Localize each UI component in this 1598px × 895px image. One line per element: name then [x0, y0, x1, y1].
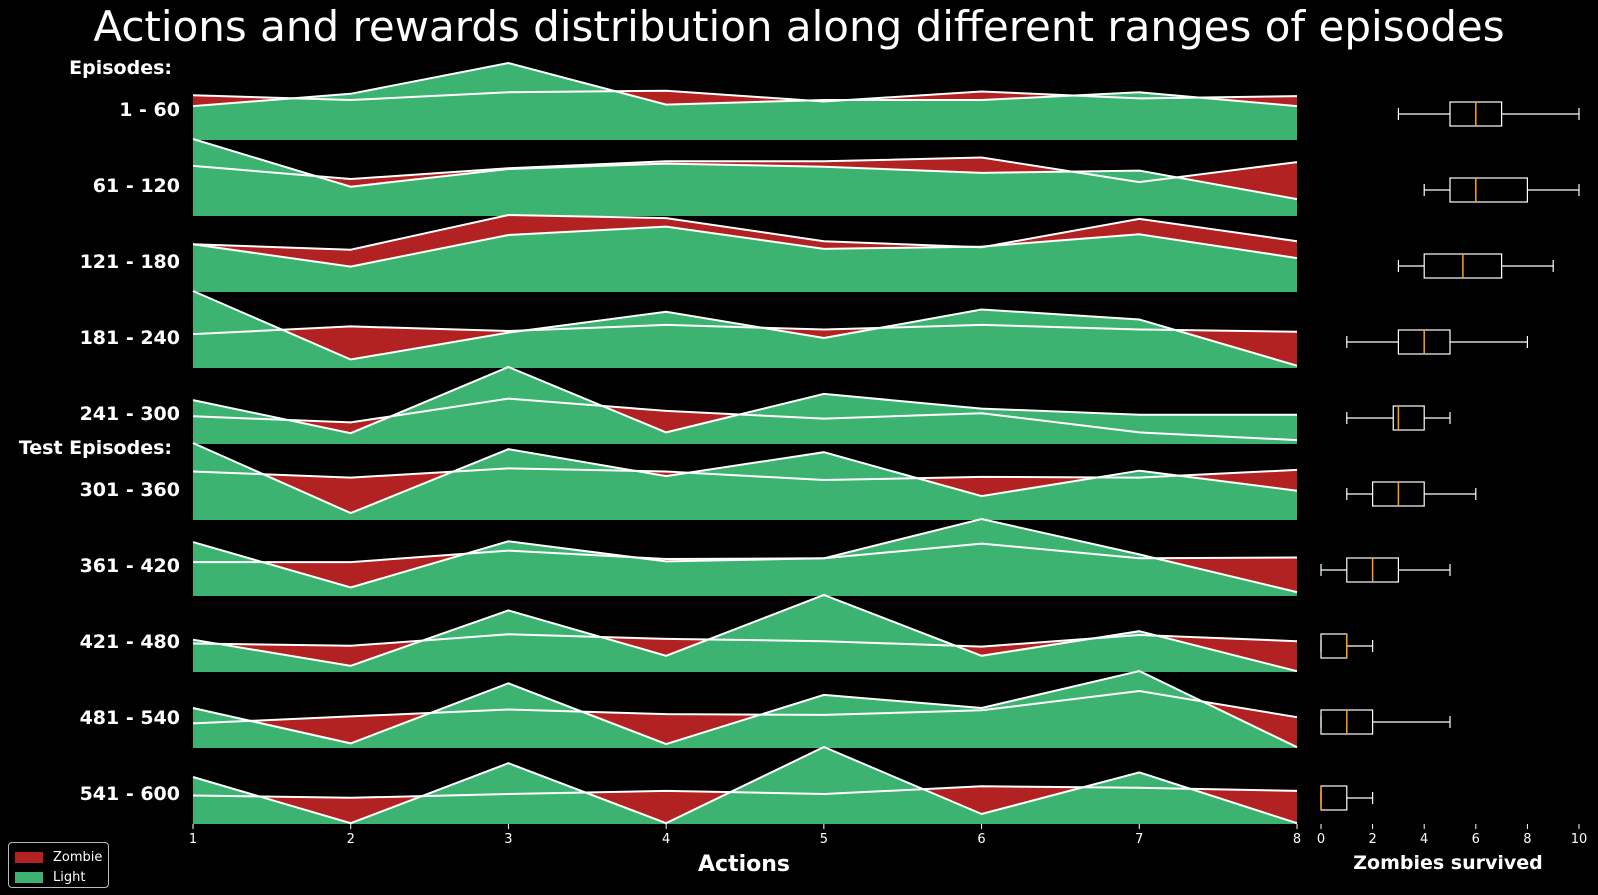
row-label: 61 - 120	[93, 175, 180, 197]
ridge-row: 301 - 360	[80, 442, 1298, 520]
light-area	[193, 139, 1297, 216]
row-label: 481 - 540	[80, 707, 180, 729]
actions-tick-label: 4	[662, 832, 670, 847]
actions-tick-label: 1	[189, 832, 197, 847]
ridge-row: 61 - 120	[93, 138, 1298, 216]
boxplot	[1397, 253, 1554, 279]
ridge-rows: 1 - 60 61 - 120 121 - 180 181 - 240 241 - 30…	[80, 61, 1298, 825]
light-line	[192, 61, 1298, 108]
zombie-line	[192, 156, 1298, 184]
zombie-line	[193, 542, 1298, 564]
row-label: 421 - 480	[80, 631, 180, 653]
zombie-line	[192, 689, 1298, 725]
zombies-tick-label: 0	[1317, 832, 1325, 847]
zombies-x-axis: 0 2 4 6 8 10	[1317, 824, 1587, 847]
legend-swatch-zombie	[15, 851, 43, 863]
boxplots	[1320, 101, 1580, 811]
light-line	[192, 669, 1298, 749]
actions-tick-label: 5	[820, 832, 828, 847]
box-iqr	[1320, 633, 1348, 659]
legend-label-zombie: Zombie	[53, 849, 103, 865]
light-line	[192, 593, 1298, 673]
chart-title: Actions and rewards distribution along d…	[93, 2, 1504, 51]
zombies-tick-label: 2	[1368, 832, 1376, 847]
ridge-row: 241 - 300	[80, 365, 1298, 444]
row-label: 541 - 600	[80, 783, 180, 805]
boxplot	[1423, 177, 1580, 203]
light-line	[192, 138, 1298, 201]
zombie-line	[192, 89, 1298, 103]
legend-label-light: Light	[53, 869, 86, 885]
zombie-line	[192, 323, 1298, 336]
actions-tick-label: 2	[347, 832, 355, 847]
zombie-line	[192, 397, 1298, 442]
row-label: 361 - 420	[80, 555, 180, 577]
box-iqr	[1392, 405, 1425, 431]
light-area	[193, 595, 1297, 672]
light-line	[192, 517, 1298, 594]
row-label: 1 - 60	[119, 99, 180, 121]
ridge-row: 481 - 540	[80, 669, 1298, 749]
zombies-axis-label: Zombies survived	[1353, 852, 1543, 874]
zombie-line	[192, 633, 1298, 648]
boxplot	[1346, 481, 1477, 507]
boxplot	[1397, 101, 1580, 127]
actions-axis-label: Actions	[698, 852, 790, 877]
actions-x-axis: 1 2 3 4 5 6 7 8	[189, 824, 1301, 847]
boxplot	[1320, 785, 1374, 811]
light-line	[192, 745, 1298, 825]
boxplot	[1346, 405, 1451, 431]
box-iqr	[1449, 177, 1529, 203]
light-area	[193, 519, 1297, 596]
boxplot	[1320, 633, 1374, 659]
boxplot	[1320, 557, 1451, 583]
legend-item-light: Light	[15, 867, 108, 887]
light-line	[192, 365, 1297, 435]
light-line	[192, 442, 1298, 515]
zombies-tick-label: 10	[1571, 832, 1588, 847]
section-label-test-episodes: Test Episodes:	[19, 437, 172, 459]
row-label: 301 - 360	[80, 479, 180, 501]
light-area	[193, 63, 1297, 140]
boxplot	[1346, 329, 1529, 355]
actions-tick-label: 6	[977, 832, 985, 847]
ridge-row: 1 - 60	[119, 61, 1298, 140]
zombie-line	[192, 213, 1298, 251]
ridge-row: 361 - 420	[80, 517, 1298, 596]
boxplot	[1320, 709, 1451, 735]
light-area	[193, 443, 1297, 520]
chart-legend: Zombie Light	[8, 842, 109, 888]
row-label: 121 - 180	[80, 251, 180, 273]
zombie-line	[192, 785, 1298, 799]
legend-swatch-light	[15, 871, 43, 883]
section-label-episodes: Episodes:	[69, 57, 172, 79]
ridge-row: 181 - 240	[80, 290, 1298, 368]
legend-item-zombie: Zombie	[15, 847, 108, 867]
light-line	[192, 225, 1298, 268]
zombies-tick-label: 6	[1472, 832, 1480, 847]
zombies-tick-label: 4	[1420, 832, 1428, 847]
actions-tick-label: 3	[504, 832, 512, 847]
ridge-row: 421 - 480	[80, 593, 1298, 673]
row-label: 241 - 300	[80, 403, 180, 425]
zombie-line	[192, 467, 1298, 482]
actions-tick-label: 7	[1135, 832, 1143, 847]
light-area	[193, 291, 1297, 368]
light-area	[193, 367, 1297, 444]
box-iqr	[1320, 785, 1348, 811]
actions-tick-label: 8	[1293, 832, 1301, 847]
ridge-row: 541 - 600	[80, 745, 1298, 825]
row-label: 181 - 240	[80, 327, 180, 349]
light-line	[192, 290, 1298, 367]
light-area	[193, 671, 1297, 748]
zombies-tick-label: 8	[1523, 832, 1531, 847]
ridge-row: 121 - 180	[80, 213, 1298, 292]
